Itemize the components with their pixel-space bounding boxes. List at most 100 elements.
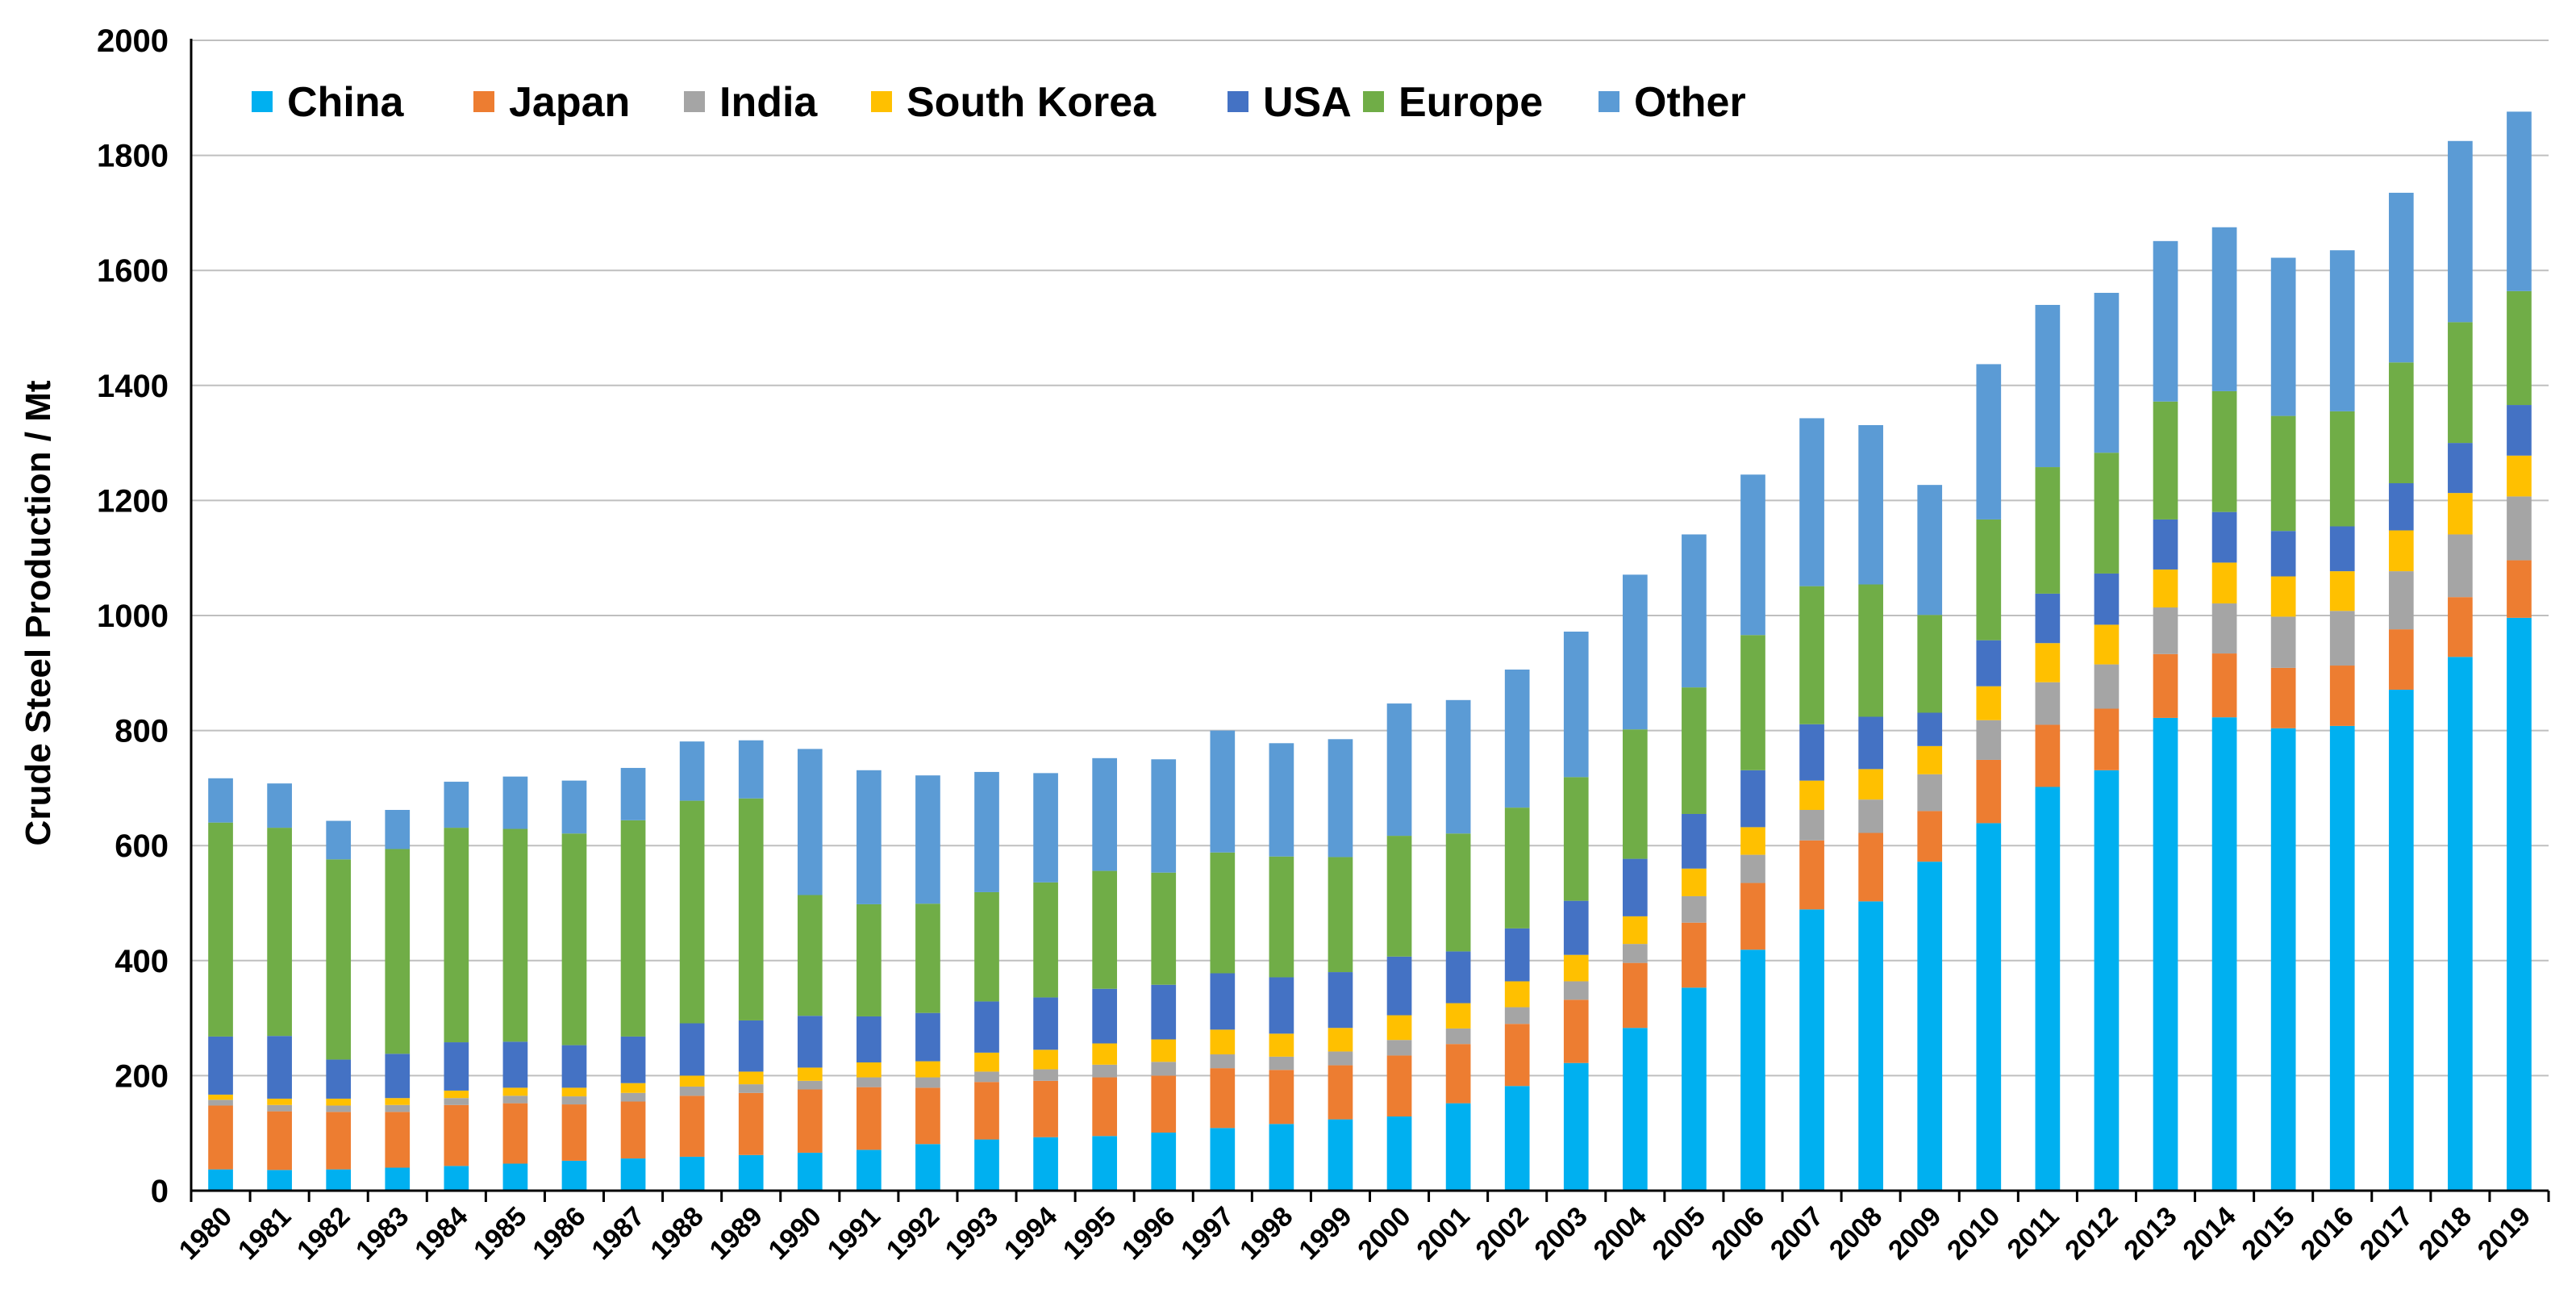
bar-china-1986 bbox=[561, 1160, 587, 1191]
bar-south-korea-1990 bbox=[797, 1067, 823, 1081]
bar-japan-1993 bbox=[974, 1082, 999, 1140]
bar-europe-1994 bbox=[1033, 882, 1058, 998]
legend-label-india: India bbox=[719, 79, 818, 126]
x-tick-label: 1992 bbox=[881, 1201, 945, 1266]
bar-south-korea-2002 bbox=[1504, 981, 1530, 1008]
bar-usa-1980 bbox=[208, 1036, 233, 1095]
y-tick-label: 1200 bbox=[97, 483, 169, 519]
legend-swatch-usa bbox=[1228, 91, 1248, 112]
bar-europe-2010 bbox=[1976, 519, 2002, 641]
bar-south-korea-1981 bbox=[267, 1098, 292, 1105]
bar-japan-2008 bbox=[1858, 833, 1883, 902]
bar-south-korea-2018 bbox=[2448, 493, 2473, 535]
bar-south-korea-2012 bbox=[2094, 624, 2120, 665]
bar-china-2017 bbox=[2388, 689, 2414, 1191]
bar-india-2001 bbox=[1445, 1028, 1471, 1045]
bar-europe-2014 bbox=[2211, 390, 2237, 512]
x-tick-label: 1993 bbox=[940, 1201, 1004, 1266]
bar-south-korea-2014 bbox=[2211, 562, 2237, 604]
bar-japan-2012 bbox=[2094, 708, 2120, 770]
x-tick-label: 2010 bbox=[1941, 1201, 2006, 1266]
bar-south-korea-1982 bbox=[326, 1098, 352, 1106]
bar-india-1990 bbox=[797, 1080, 823, 1090]
bar-europe-2007 bbox=[1799, 586, 1824, 724]
bar-india-2016 bbox=[2329, 611, 2355, 666]
bar-europe-1993 bbox=[974, 891, 999, 1002]
bar-japan-2009 bbox=[1917, 811, 1943, 862]
bar-usa-2014 bbox=[2211, 511, 2237, 563]
bar-japan-2013 bbox=[2153, 653, 2178, 718]
bar-india-1993 bbox=[974, 1071, 999, 1083]
bar-other-1988 bbox=[679, 741, 705, 801]
bar-south-korea-1995 bbox=[1092, 1043, 1118, 1065]
y-tick-label: 400 bbox=[115, 944, 169, 979]
bar-usa-2003 bbox=[1563, 900, 1589, 955]
bar-china-2014 bbox=[2211, 717, 2237, 1191]
bar-japan-1994 bbox=[1033, 1080, 1058, 1137]
bar-india-2013 bbox=[2153, 607, 2178, 654]
bar-south-korea-1994 bbox=[1033, 1050, 1058, 1070]
bar-japan-2019 bbox=[2507, 560, 2532, 618]
bar-india-2019 bbox=[2507, 496, 2532, 561]
bar-japan-1980 bbox=[208, 1105, 233, 1170]
bar-europe-1981 bbox=[267, 828, 292, 1037]
bar-other-2003 bbox=[1563, 631, 1589, 778]
bar-europe-2009 bbox=[1917, 615, 1943, 713]
y-axis-title: Crude Steel Production / Mt bbox=[19, 380, 58, 845]
bar-other-1998 bbox=[1269, 743, 1294, 857]
bar-usa-2002 bbox=[1504, 928, 1530, 982]
bar-other-2019 bbox=[2507, 111, 2532, 291]
bar-usa-1985 bbox=[502, 1041, 528, 1088]
bar-india-1982 bbox=[326, 1105, 352, 1112]
bar-china-1984 bbox=[444, 1166, 469, 1191]
bar-south-korea-1998 bbox=[1269, 1033, 1294, 1057]
bar-south-korea-1984 bbox=[444, 1090, 469, 1099]
bar-europe-1986 bbox=[561, 833, 587, 1045]
bar-europe-2001 bbox=[1445, 833, 1471, 952]
bar-japan-2007 bbox=[1799, 840, 1824, 910]
bar-india-2007 bbox=[1799, 809, 1824, 841]
bar-usa-2010 bbox=[1976, 640, 2002, 686]
legend: China Japan India South Korea USA Europe Other bbox=[252, 79, 1746, 126]
bar-other-2004 bbox=[1622, 574, 1648, 730]
bar-south-korea-2007 bbox=[1799, 780, 1824, 810]
bar-japan-1982 bbox=[326, 1112, 352, 1170]
legend-swatch-japan bbox=[473, 91, 494, 112]
bar-south-korea-2009 bbox=[1917, 745, 1943, 774]
bar-other-1981 bbox=[267, 783, 292, 828]
bar-china-1983 bbox=[385, 1167, 411, 1191]
bar-usa-2009 bbox=[1917, 712, 1943, 746]
bar-europe-1996 bbox=[1151, 872, 1177, 985]
bar-usa-2008 bbox=[1858, 716, 1883, 770]
bar-south-korea-2006 bbox=[1740, 827, 1765, 855]
x-tick-label: 2015 bbox=[2236, 1201, 2300, 1266]
bar-south-korea-2019 bbox=[2507, 455, 2532, 497]
x-tick-label: 2009 bbox=[1882, 1201, 1947, 1266]
bar-japan-1996 bbox=[1151, 1075, 1177, 1133]
bar-europe-2019 bbox=[2507, 290, 2532, 406]
bar-europe-1987 bbox=[620, 820, 646, 1037]
bar-south-korea-2015 bbox=[2270, 576, 2296, 617]
x-tick-label: 2016 bbox=[2295, 1201, 2360, 1266]
bar-india-1999 bbox=[1328, 1051, 1353, 1066]
bar-other-2016 bbox=[2329, 250, 2355, 411]
bar-india-1985 bbox=[502, 1095, 528, 1104]
bar-china-1991 bbox=[857, 1150, 882, 1191]
bar-usa-2004 bbox=[1622, 858, 1648, 916]
bar-south-korea-1997 bbox=[1210, 1029, 1236, 1055]
bar-india-2010 bbox=[1976, 720, 2002, 760]
bar-usa-2001 bbox=[1445, 951, 1471, 1004]
bar-usa-2013 bbox=[2153, 519, 2178, 570]
y-tick-label: 1000 bbox=[97, 599, 169, 634]
bar-other-2009 bbox=[1917, 485, 1943, 616]
bar-china-1996 bbox=[1151, 1132, 1177, 1191]
bar-japan-2018 bbox=[2448, 597, 2473, 657]
bar-china-2005 bbox=[1682, 987, 1707, 1191]
x-tick-label: 2006 bbox=[1706, 1201, 1770, 1266]
x-tick-labels: 1980198119821983198419851986198719881989… bbox=[173, 1201, 2536, 1266]
bar-japan-1984 bbox=[444, 1104, 469, 1166]
bar-south-korea-2004 bbox=[1622, 916, 1648, 945]
x-tick-label: 2001 bbox=[1411, 1201, 1475, 1266]
x-tick-label: 2012 bbox=[2059, 1201, 2124, 1266]
